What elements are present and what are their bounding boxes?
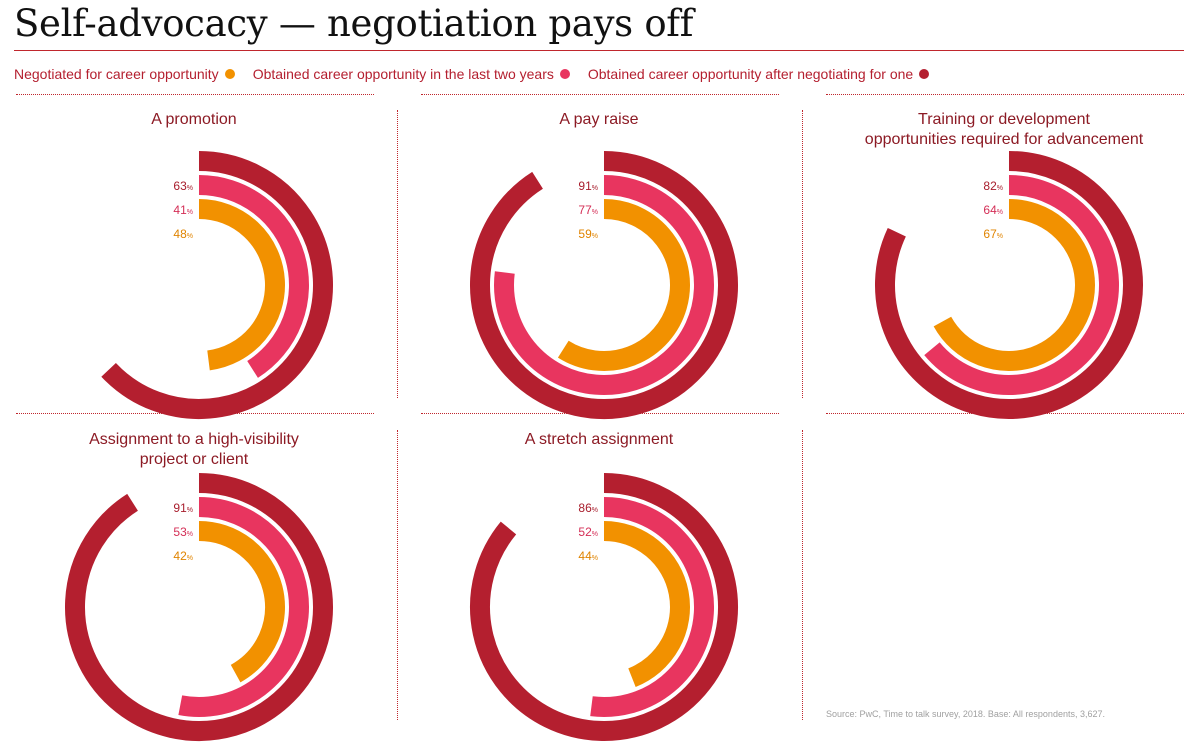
ring-obtained <box>198 175 309 378</box>
legend-item-obtained: Obtained career opportunity in the last … <box>253 66 570 82</box>
ring-negotiated <box>198 199 285 371</box>
value-label-obtained-after-negotiating: 91% <box>578 179 598 193</box>
radial-chart-panel-5: 44% 52% 86% <box>470 473 738 741</box>
radial-chart-panel-1: 48% 41% 63% <box>101 151 333 419</box>
value-label-obtained-after-negotiating: 63% <box>173 179 193 193</box>
ring-negotiated <box>603 521 690 687</box>
value-label-obtained-after-negotiating: 86% <box>578 501 598 515</box>
panel-title-stretch: A stretch assignment <box>419 430 779 450</box>
value-label-obtained-after-negotiating: 82% <box>983 179 1003 193</box>
panel-divider-vertical-3 <box>397 430 398 720</box>
panel-title-line: A stretch assignment <box>524 431 674 448</box>
ring-obtained-after-negotiating <box>470 473 738 741</box>
panel-divider-vertical-4 <box>802 430 803 720</box>
panel-divider-top-3 <box>826 94 1184 95</box>
ring-obtained-after-negotiating <box>875 151 1143 419</box>
legend: Negotiated for career opportunity Obtain… <box>14 64 947 84</box>
radial-chart-panel-4: 42% 53% 91% <box>65 473 333 741</box>
value-label-negotiated: 59% <box>578 227 598 241</box>
value-label-obtained: 53% <box>173 525 193 539</box>
ring-obtained-after-negotiating <box>101 151 333 419</box>
value-label-negotiated: 67% <box>983 227 1003 241</box>
panel-divider-top-2 <box>421 94 779 95</box>
ring-obtained <box>590 497 714 717</box>
ring-obtained <box>178 497 309 717</box>
value-label-negotiated: 48% <box>173 227 193 241</box>
legend-label-negotiated: Negotiated for career opportunity <box>14 66 219 82</box>
ring-obtained <box>924 175 1119 395</box>
ring-negotiated <box>933 199 1095 371</box>
ring-obtained-after-negotiating <box>470 151 738 419</box>
legend-dot-negotiated <box>224 69 235 79</box>
panel-title-training: Training or development opportunities re… <box>824 110 1184 150</box>
panel-title-high-visibility: Assignment to a high-visibility project … <box>14 430 374 470</box>
value-label-negotiated: 44% <box>578 549 598 563</box>
page-title: Self-advocacy — negotiation pays off <box>14 2 694 45</box>
panel-title-pay-raise: A pay raise <box>419 110 779 130</box>
panel-title-line: Assignment to a high-visibility <box>89 431 299 448</box>
legend-label-obtained-after-negotiating: Obtained career opportunity after negoti… <box>587 66 914 82</box>
legend-item-obtained-after-negotiating: Obtained career opportunity after negoti… <box>587 66 930 82</box>
radial-chart-panel-2: 59% 77% 91% <box>470 151 738 419</box>
ring-negotiated <box>198 521 285 683</box>
ring-obtained-after-negotiating <box>65 473 333 741</box>
radial-chart-panel-3: 67% 64% 82% <box>875 151 1143 419</box>
value-label-negotiated: 42% <box>173 549 193 563</box>
source-note: Source: PwC, Time to talk survey, 2018. … <box>826 709 1105 719</box>
panel-title-line: A promotion <box>151 111 237 128</box>
panel-title-line: A pay raise <box>559 111 639 128</box>
value-label-obtained-after-negotiating: 91% <box>173 501 193 515</box>
value-label-obtained: 64% <box>983 203 1003 217</box>
legend-item-negotiated: Negotiated for career opportunity <box>14 66 235 82</box>
panel-divider-top-1 <box>16 94 374 95</box>
value-label-obtained: 41% <box>173 203 193 217</box>
panel-title-promotion: A promotion <box>14 110 374 130</box>
ring-negotiated <box>557 199 690 371</box>
panel-divider-vertical-2 <box>802 110 803 398</box>
legend-dot-obtained <box>559 69 570 79</box>
title-divider <box>14 50 1184 51</box>
legend-label-obtained: Obtained career opportunity in the last … <box>252 66 554 82</box>
panel-title-line: opportunities required for advancement <box>864 131 1144 148</box>
panel-title-line: Training or development <box>918 111 1090 128</box>
value-label-obtained: 77% <box>578 203 598 217</box>
value-label-obtained: 52% <box>578 525 598 539</box>
panel-divider-vertical-1 <box>397 110 398 398</box>
ring-obtained <box>494 175 714 395</box>
legend-dot-obtained-after-negotiating <box>919 69 930 79</box>
panel-title-line: project or client <box>139 451 249 468</box>
